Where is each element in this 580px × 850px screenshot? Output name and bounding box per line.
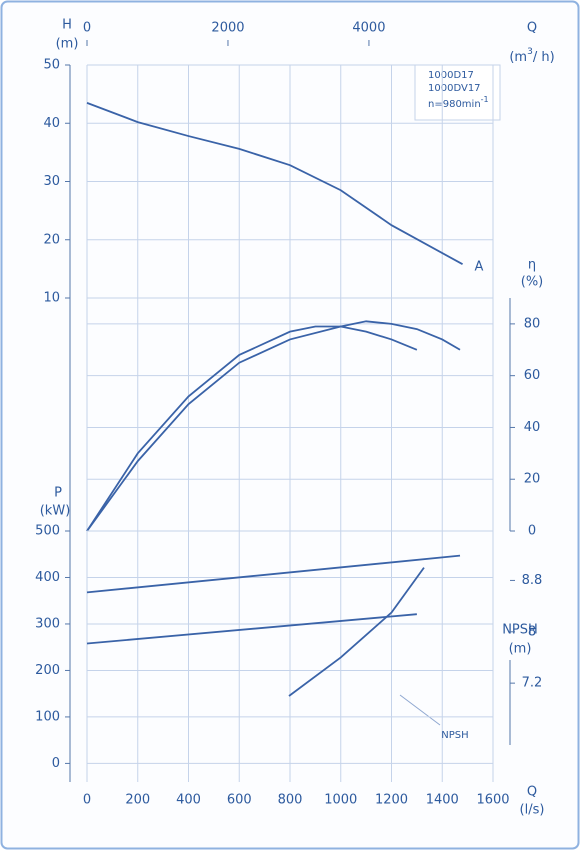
axis-label: Q [527, 785, 537, 800]
y-tick-label: 0 [528, 524, 536, 539]
x2-tick-label: 4000 [352, 21, 385, 36]
x-tick-label: 600 [227, 793, 252, 808]
axis-label: η [528, 258, 536, 273]
y2-tick-label: 8.8 [522, 573, 543, 588]
curve [86, 320, 461, 532]
curve [86, 325, 418, 532]
curve [86, 102, 463, 266]
axis-unit: (l/s) [520, 803, 545, 818]
x-tick-label: 800 [278, 793, 303, 808]
x-tick-label: 1200 [375, 793, 408, 808]
y-tick-label: 10 [43, 291, 60, 306]
model-box [414, 64, 501, 121]
axis-unit: (kW) [40, 504, 71, 519]
curve [86, 613, 417, 645]
x-tick-label: 0 [83, 793, 91, 808]
y-tick-label: 20 [43, 232, 60, 247]
curve [288, 567, 425, 697]
axis-label: P [54, 486, 62, 501]
y-tick-label: 20 [524, 472, 541, 487]
y-tick-label: 40 [43, 116, 60, 131]
x2-tick-label: 0 [83, 21, 91, 36]
model: 1000DV17 [428, 83, 481, 94]
curve [86, 554, 461, 594]
y-tick-label: 100 [35, 709, 60, 724]
y-tick-label: 30 [43, 174, 60, 189]
axis-unit: (m) [509, 642, 532, 657]
y-tick-label: 50 [43, 58, 60, 73]
series-label: NPSH [441, 730, 468, 741]
x2-tick-label: 2000 [211, 21, 244, 36]
axis-label: H [62, 18, 72, 33]
y-tick-label: 200 [35, 663, 60, 678]
leader-line [399, 694, 441, 726]
series-label: A [475, 260, 484, 275]
axis-label: Q [527, 21, 537, 36]
y-tick-label: 0 [52, 756, 60, 771]
y-tick-label: 40 [524, 420, 541, 435]
axis-unit: (%) [521, 275, 544, 290]
axis-unit: (m) [56, 37, 79, 52]
axis-label: NPSH [502, 623, 538, 638]
y2-tick-label: 7.2 [522, 676, 543, 691]
y-tick-label: 300 [35, 616, 60, 631]
axis-unit: (m3/ h) [509, 47, 554, 65]
speed: n=980min-1 [428, 95, 489, 111]
y-tick-label: 60 [524, 368, 541, 383]
y-tick-label: 400 [35, 570, 60, 585]
x-tick-label: 1000 [324, 793, 357, 808]
x-tick-label: 1400 [426, 793, 459, 808]
x-tick-label: 1600 [476, 793, 509, 808]
y2-tick-label: 8 [528, 624, 536, 639]
x-tick-label: 200 [125, 793, 150, 808]
y-tick-label: 500 [35, 524, 60, 539]
y-tick-label: 80 [524, 316, 541, 331]
model: 1000D17 [428, 70, 474, 81]
x-tick-label: 400 [176, 793, 201, 808]
